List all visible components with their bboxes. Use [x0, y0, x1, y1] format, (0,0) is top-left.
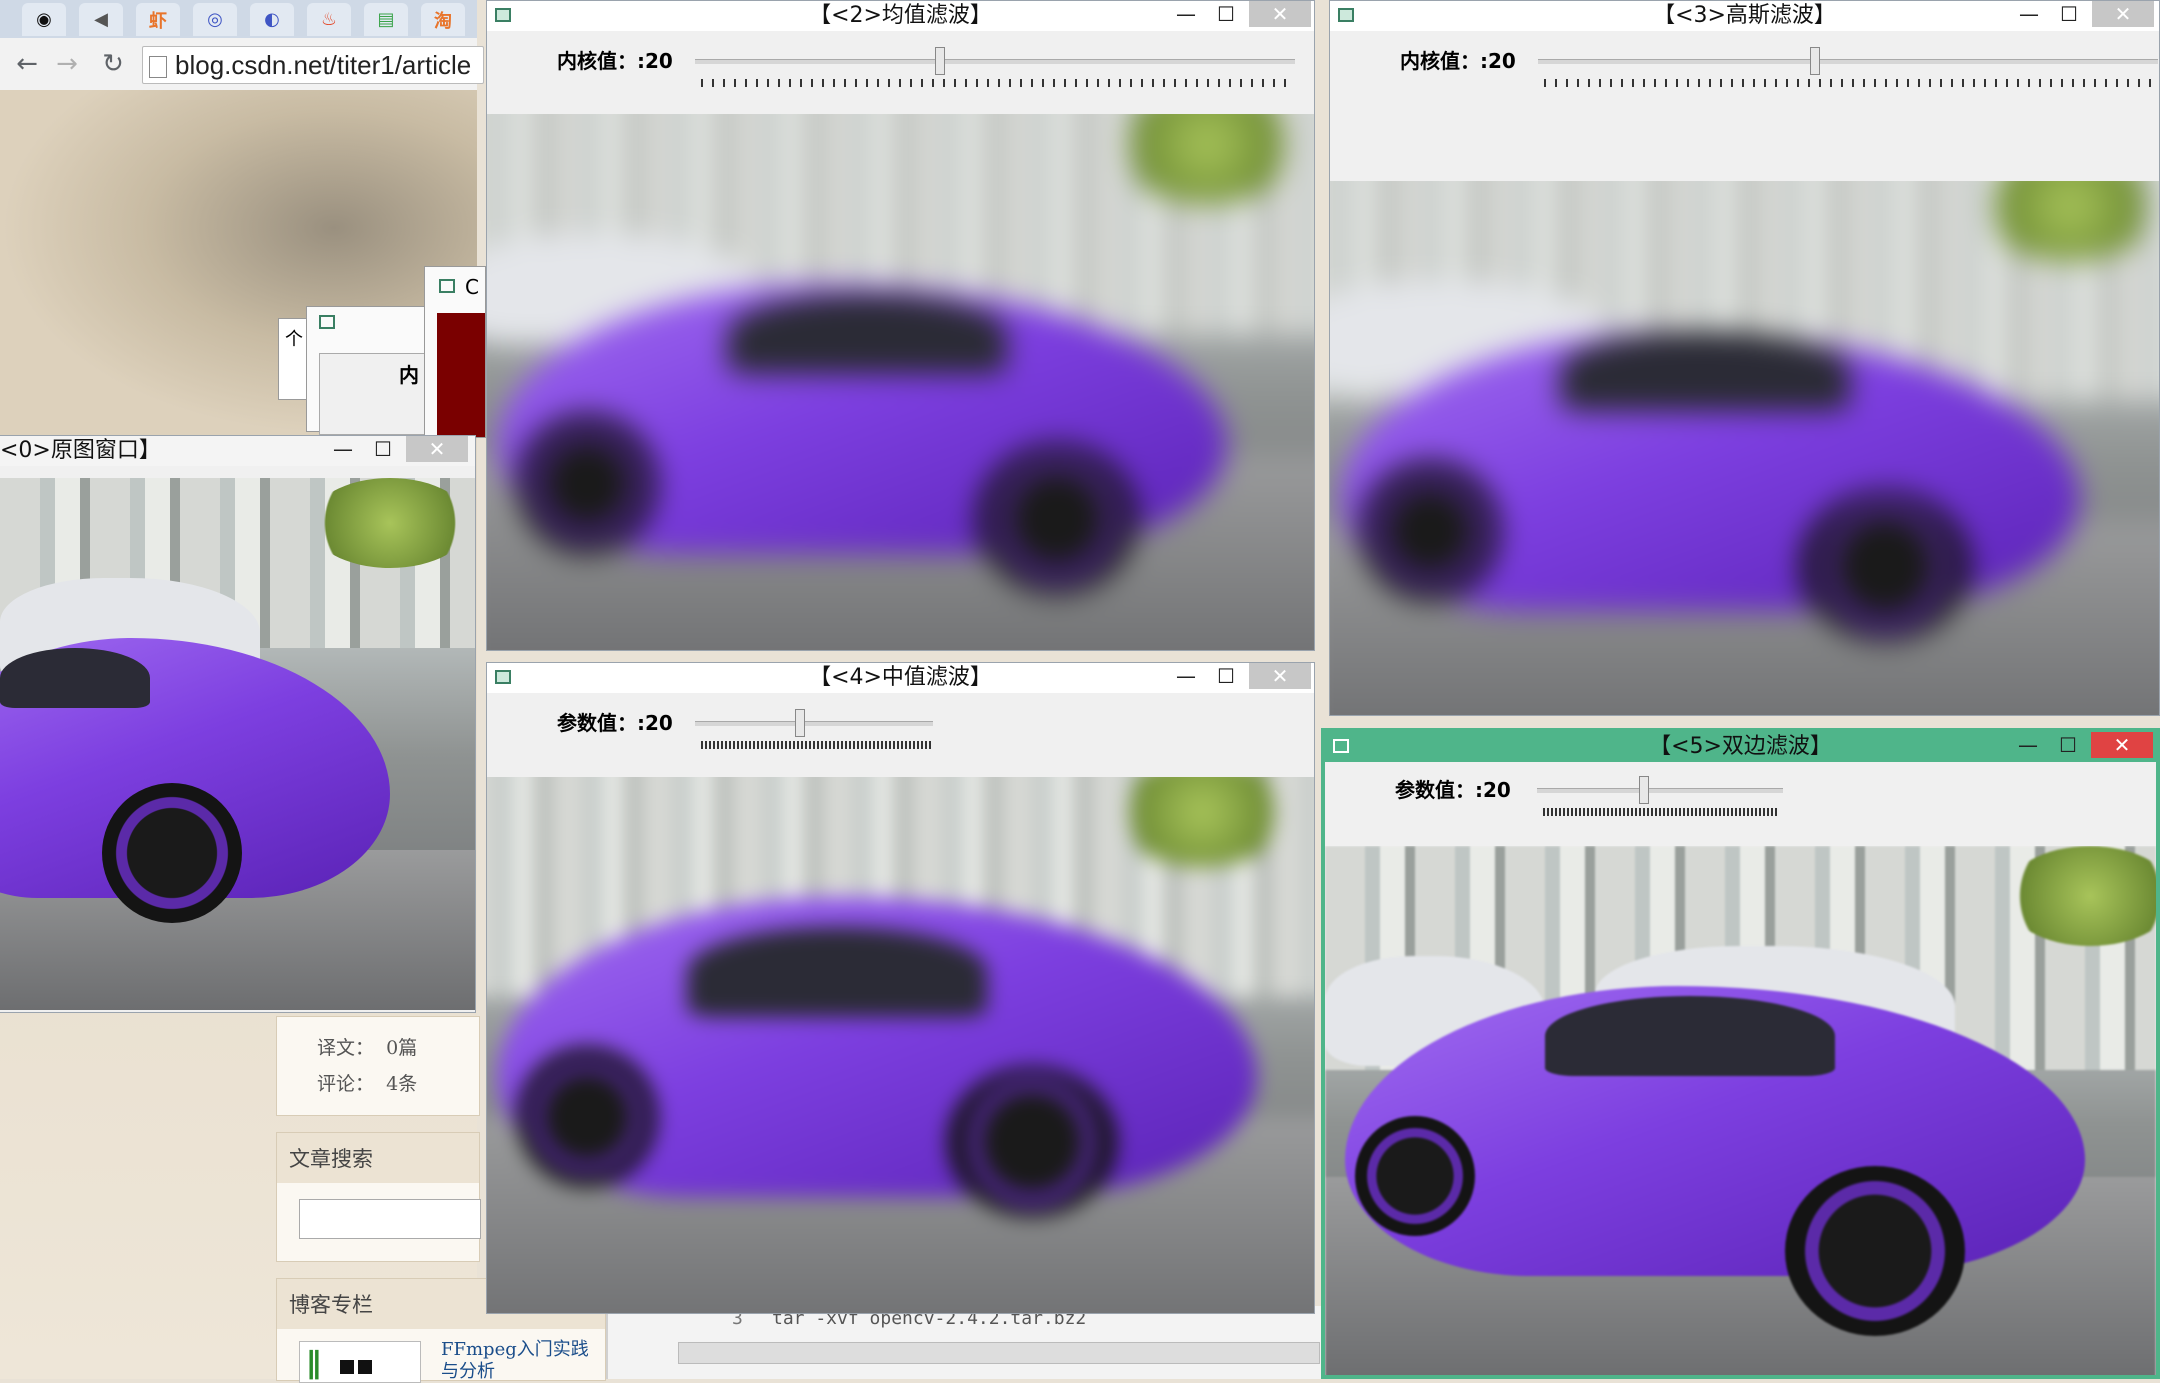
gaussian-client-area: 内核值：:20: [1330, 31, 2159, 715]
bilateral-trackbar-ticks: [1543, 808, 1779, 816]
horizontal-scrollbar[interactable]: [678, 1342, 1320, 1364]
taobao-icon[interactable]: 淘: [421, 3, 465, 36]
bilateral-filtered-image: [1325, 846, 2156, 1375]
behind-window-2-icon: [319, 315, 335, 329]
close-button[interactable]: ✕: [1249, 663, 1311, 689]
maximize-button[interactable]: ☐: [1217, 2, 1235, 26]
stat-translations: 译文： 0篇: [317, 1037, 418, 1059]
original-car-photo: [0, 478, 475, 1010]
fire-icon[interactable]: ♨: [307, 3, 351, 36]
green-book-icon[interactable]: ▤: [364, 3, 408, 36]
search-card: 文章搜索: [276, 1132, 481, 1262]
reload-icon[interactable]: ↻: [102, 49, 124, 79]
maximize-button[interactable]: ☐: [374, 437, 392, 461]
bilateral-filter-window[interactable]: 【<5>双边滤波】 — ☐ ✕ 参数值：:20: [1321, 728, 2160, 1379]
behind-window-2[interactable]: 内: [306, 306, 428, 435]
maximize-button[interactable]: ☐: [2060, 2, 2078, 26]
median-trackbar-label: 参数值：:20: [557, 711, 673, 735]
bilateral-trackbar-label: 参数值：:20: [1395, 778, 1511, 802]
gaussian-filter-window[interactable]: 【<3>高斯滤波】 — ☐ ✕ 内核值：:20: [1329, 0, 2160, 716]
forward-arrow-icon[interactable]: →: [56, 49, 78, 79]
behind-window-2-label: 内: [399, 363, 419, 387]
close-button[interactable]: ✕: [2092, 1, 2154, 27]
mean-trackbar-track[interactable]: [695, 59, 1295, 64]
mean-blur-image: [487, 114, 1314, 650]
gaussian-trackbar-ticks: [1544, 79, 2158, 87]
gaussian-trackbar-thumb[interactable]: [1810, 47, 1820, 75]
app-icon[interactable]: ◐: [250, 3, 294, 36]
github-icon[interactable]: ◉: [22, 3, 66, 36]
search-card-title: 文章搜索: [277, 1133, 479, 1183]
median-trackbar-ticks: [701, 741, 933, 749]
opencv-window-icon: [495, 670, 511, 684]
column-card: 博客专栏 ∥ FFmpeg入门实践与分析: [276, 1278, 606, 1383]
column-item-link[interactable]: FFmpeg入门实践与分析: [441, 1339, 589, 1382]
stat-comments: 评论： 4条: [317, 1073, 418, 1095]
maximize-button[interactable]: ☐: [1217, 664, 1235, 688]
median-blur-image: [487, 777, 1314, 1313]
article-search-input[interactable]: [299, 1199, 481, 1239]
globe-icon[interactable]: ◎: [193, 3, 237, 36]
gaussian-blur-image: [1330, 181, 2159, 715]
mean-titlebar[interactable]: 【<2>均值滤波】 — ☐ ✕: [487, 1, 1314, 31]
minimize-button[interactable]: —: [2018, 733, 2038, 757]
opencv-window-icon: [1333, 739, 1349, 753]
original-window-title: <0>原图窗口】: [0, 438, 161, 463]
bilateral-trackbar-track[interactable]: [1537, 788, 1783, 793]
minimize-button[interactable]: —: [2019, 2, 2039, 26]
close-button[interactable]: ✕: [2091, 732, 2153, 758]
minimize-button[interactable]: —: [333, 437, 353, 461]
address-url: blog.csdn.net/titer1/article: [175, 50, 472, 80]
speaker-icon[interactable]: ◀: [79, 3, 123, 36]
minimize-button[interactable]: —: [1176, 2, 1196, 26]
mean-trackbar-thumb[interactable]: [935, 47, 945, 75]
close-button[interactable]: ✕: [1249, 1, 1311, 27]
gaussian-trackbar-track[interactable]: [1538, 59, 2158, 64]
gaussian-titlebar[interactable]: 【<3>高斯滤波】 — ☐ ✕: [1330, 1, 2159, 31]
mean-client-area: 内核值：:20: [487, 31, 1314, 650]
original-image-window[interactable]: <0>原图窗口】 — ☐ ✕: [0, 435, 476, 1013]
code-console: 3 tar -xvf opencv-2.4.2.tar.bz2: [606, 1306, 1324, 1379]
mean-trackbar-ticks: [701, 79, 1295, 87]
column-thumbnail[interactable]: ∥: [299, 1341, 421, 1383]
mean-window-title: 【<2>均值滤波】: [809, 3, 992, 28]
median-titlebar[interactable]: 【<4>中值滤波】 — ☐ ✕: [487, 663, 1314, 693]
median-trackbar-track[interactable]: [695, 721, 933, 726]
bilateral-titlebar[interactable]: 【<5>双边滤波】 — ☐ ✕: [1325, 732, 2156, 762]
page-icon: [149, 56, 167, 79]
console-line-number: 3: [732, 1308, 743, 1329]
bilateral-window-title: 【<5>双边滤波】: [1649, 734, 1832, 759]
address-bar[interactable]: blog.csdn.net/titer1/article: [142, 46, 484, 84]
median-window-title: 【<4>中值滤波】: [809, 665, 992, 690]
opencv-window-icon: [1338, 8, 1354, 22]
behind-window-1-label: 个: [285, 329, 303, 350]
maximize-button[interactable]: ☐: [2059, 733, 2077, 757]
behind-window-3[interactable]: C: [424, 266, 486, 438]
bilateral-client-area: 参数值：:20: [1325, 762, 2156, 1375]
mean-filter-window[interactable]: 【<2>均值滤波】 — ☐ ✕ 内核值：:20: [486, 0, 1315, 651]
median-trackbar-thumb[interactable]: [795, 709, 805, 737]
original-titlebar[interactable]: <0>原图窗口】 — ☐ ✕: [0, 436, 475, 466]
opencv-window-icon: [495, 8, 511, 22]
median-filter-window[interactable]: 【<4>中值滤波】 — ☐ ✕ 参数值：:20: [486, 662, 1315, 1314]
gaussian-trackbar-label: 内核值：:20: [1400, 49, 1516, 73]
bilateral-trackbar-thumb[interactable]: [1639, 776, 1649, 804]
close-button[interactable]: ✕: [406, 436, 468, 462]
minimize-button[interactable]: —: [1176, 664, 1196, 688]
stats-card: 译文： 0篇 评论： 4条: [276, 1016, 480, 1116]
mean-trackbar-label: 内核值：:20: [557, 49, 673, 73]
shrimp-icon[interactable]: 虾: [136, 3, 180, 36]
back-arrow-icon[interactable]: ←: [16, 49, 38, 79]
behind-window-3-label: C: [465, 275, 479, 299]
gaussian-window-title: 【<3>高斯滤波】: [1653, 3, 1836, 28]
median-client-area: 参数值：:20: [487, 693, 1314, 1313]
behind-window-1[interactable]: 个: [278, 318, 310, 400]
